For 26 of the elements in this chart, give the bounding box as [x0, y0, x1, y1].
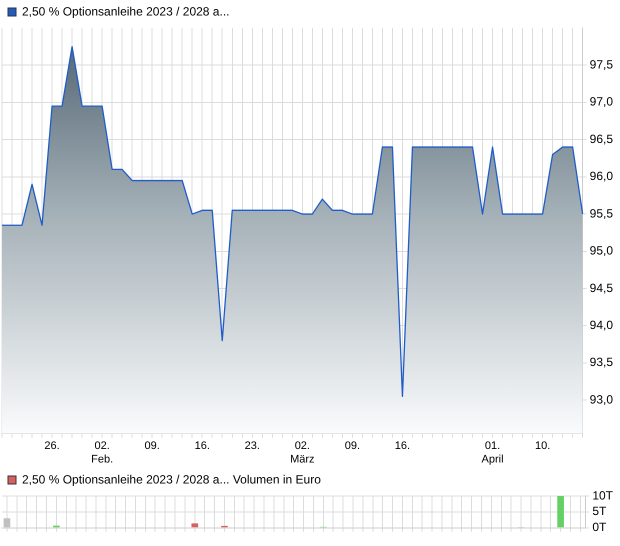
y-tick-label: 10T	[592, 488, 614, 502]
x-tick-label: 09.	[344, 440, 360, 452]
y-tick-label: 93,0	[590, 392, 614, 406]
y-tick-label: 96,0	[590, 169, 614, 184]
x-tick-label: 02. Feb.	[91, 440, 114, 466]
legend-label: 2,50 % Optionsanleihe 2023 / 2028 a... Volumen in Euro	[22, 472, 322, 486]
y-tick-label: 96,5	[590, 132, 614, 146]
y-tick-label: 95,5	[590, 206, 614, 220]
y-tick-label: 94,0	[590, 318, 614, 332]
x-tick-label: 16.	[394, 440, 410, 452]
y-tick-label: 97,0	[590, 94, 614, 109]
x-tick-label: 01. April	[482, 440, 504, 466]
x-tick-label: 02. März	[290, 440, 315, 466]
x-tick-label: 09.	[144, 440, 160, 452]
x-tick-label: 10.	[534, 440, 550, 452]
x-tick-label: 26.	[44, 440, 60, 452]
y-tick-label: 5T	[592, 504, 607, 518]
y-tick-label: 97,5	[590, 58, 614, 72]
bar	[191, 523, 198, 528]
y-tick-label: 94,5	[590, 280, 614, 295]
y-tick-label: 0T	[592, 520, 607, 534]
y-tick-label: 93,5	[590, 355, 614, 370]
x-tick-label: 23.	[244, 440, 260, 452]
y-tick-label: 95,0	[590, 244, 614, 258]
legend-label: 2,50 % Optionsanleihe 2023 / 2028 a...	[22, 4, 230, 18]
x-tick-label: 16.	[194, 440, 210, 452]
